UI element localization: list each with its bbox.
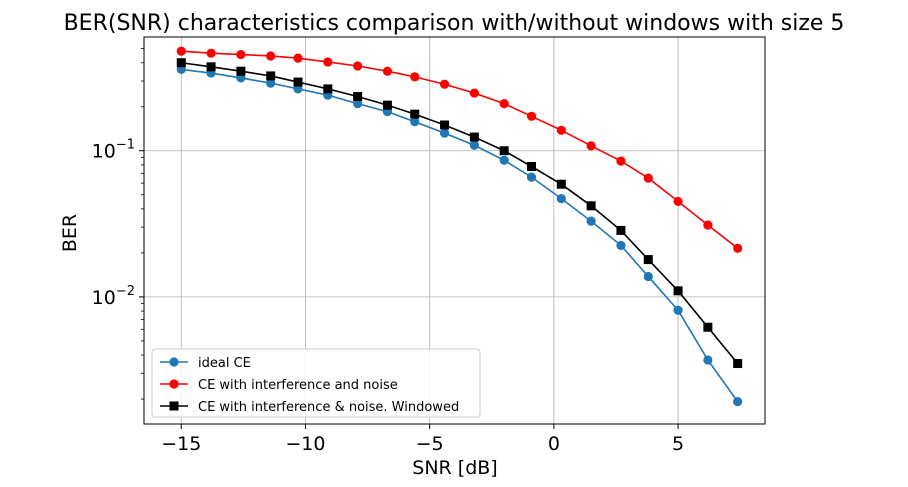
data-point	[293, 53, 303, 63]
series-layer	[176, 46, 743, 407]
data-point	[236, 66, 246, 76]
data-point	[323, 57, 333, 67]
data-point	[526, 111, 537, 121]
x-tick-label: −5	[416, 433, 444, 455]
data-point	[526, 172, 537, 182]
axis-ticks: −15 −10 −5 0 5 10−1 10−2	[92, 48, 684, 455]
series-3	[176, 58, 743, 369]
data-point	[410, 72, 420, 82]
data-point	[673, 196, 683, 207]
data-point	[673, 286, 683, 296]
y-axis-label: BER	[59, 214, 81, 252]
series-2	[176, 46, 743, 253]
series-line	[181, 61, 739, 365]
data-point	[586, 141, 596, 151]
data-point	[382, 66, 393, 76]
y-tick-label: 10−1	[92, 138, 135, 163]
x-tick-label: 0	[548, 433, 560, 455]
legend-entry-2: CE with interference and noise	[160, 378, 398, 393]
data-point	[643, 255, 653, 265]
data-point	[616, 240, 626, 251]
data-point	[266, 71, 276, 81]
data-point	[616, 156, 626, 166]
data-point	[733, 243, 743, 253]
legend-entry-3: CE with interference & noise. Windowed	[160, 400, 459, 415]
data-point	[556, 179, 566, 189]
data-point	[703, 220, 713, 230]
data-point	[733, 359, 743, 369]
data-point	[323, 84, 333, 94]
data-point	[293, 84, 303, 94]
data-point	[643, 271, 653, 282]
data-point	[469, 132, 479, 142]
chart-title: BER(SNR) characteristics comparison with…	[64, 11, 845, 36]
legend-label: CE with interference & noise. Windowed	[198, 400, 459, 415]
data-point	[703, 355, 713, 365]
data-point	[293, 77, 303, 87]
data-point	[616, 225, 626, 235]
data-point	[499, 146, 509, 156]
data-point	[266, 51, 276, 61]
data-point	[469, 88, 479, 98]
data-point	[527, 162, 537, 172]
data-point	[176, 46, 186, 56]
data-point	[353, 61, 363, 71]
x-tick-label: 5	[672, 433, 684, 455]
data-point	[206, 62, 216, 72]
series-line	[181, 50, 739, 249]
data-point	[643, 173, 653, 183]
data-point	[176, 58, 186, 68]
x-tick-label: −10	[285, 433, 325, 455]
x-tick-label: −15	[161, 433, 201, 455]
data-point	[236, 49, 246, 60]
data-point	[586, 201, 596, 211]
data-point	[410, 117, 420, 127]
data-point	[410, 109, 420, 119]
plot-area-frame	[143, 36, 766, 425]
y-tick-label: 10−2	[92, 284, 135, 309]
data-point	[439, 128, 450, 138]
legend-marker	[169, 401, 179, 411]
grid-lines	[144, 37, 765, 424]
data-point	[586, 216, 596, 226]
legend-entry-1: ideal CE	[160, 356, 251, 371]
data-point	[733, 397, 743, 407]
data-point	[440, 120, 450, 130]
legend-marker	[169, 379, 179, 389]
data-point	[499, 99, 509, 109]
data-point	[206, 48, 216, 58]
data-point	[382, 100, 392, 110]
legend: ideal CE CE with interference and noise CE…	[151, 348, 481, 418]
data-point	[499, 155, 509, 165]
legend-marker	[169, 357, 179, 367]
series-1	[176, 64, 743, 407]
legend-label: ideal CE	[198, 356, 251, 371]
data-point	[266, 78, 276, 88]
data-point	[439, 79, 450, 89]
data-point	[353, 91, 363, 101]
data-point	[353, 99, 363, 109]
data-point	[556, 125, 566, 135]
data-point	[673, 305, 683, 315]
legend-label: CE with interference and noise	[198, 378, 398, 393]
legend-box	[151, 348, 481, 418]
data-point	[469, 140, 479, 150]
series-line	[181, 68, 739, 403]
data-point	[556, 194, 566, 204]
x-axis-label: SNR [dB]	[412, 457, 497, 479]
data-point	[703, 322, 713, 332]
